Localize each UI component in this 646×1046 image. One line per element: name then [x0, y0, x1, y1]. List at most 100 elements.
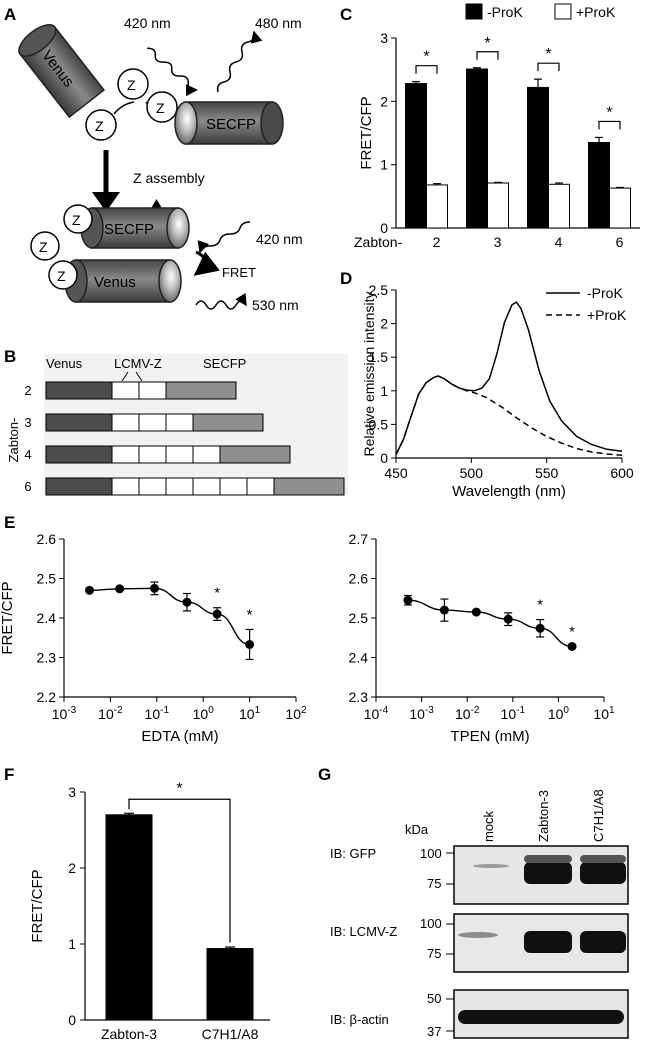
bar-plus-prok — [548, 183, 570, 229]
significance-bracket — [128, 798, 231, 943]
fit-curve — [407, 599, 573, 648]
significance-star: * — [606, 104, 612, 121]
bar-plus-prok — [426, 184, 448, 229]
lcmv-pointer — [121, 371, 129, 382]
x-tick-label: 102 — [285, 705, 307, 722]
lcmv-pointer — [135, 371, 143, 382]
y-tick-label: 2.4 — [349, 650, 369, 666]
bar-minus-prok — [527, 86, 549, 229]
lcmv-z-segment — [138, 445, 167, 464]
lcmv-z-segment — [246, 477, 275, 496]
x-tick-label: 10-2 — [455, 705, 480, 722]
data-point — [535, 623, 545, 633]
lcmv-z-segment — [165, 477, 194, 496]
fret-arrow — [193, 250, 220, 276]
blot-label: IB: LCMV-Z — [330, 924, 397, 939]
secfp-cylinder-cap — [174, 101, 198, 145]
secfp-segment — [273, 477, 345, 496]
x-tick-label: 100 — [193, 705, 215, 722]
blot-band — [524, 931, 572, 953]
lcmv-z-segment — [138, 381, 167, 400]
category-label: 2 — [433, 234, 441, 250]
panel-label-b: B — [4, 347, 16, 366]
secfp-segment — [192, 413, 264, 432]
excitation-wave-top — [147, 47, 198, 97]
legend-swatch-plus-prok — [554, 3, 572, 20]
data-point — [567, 641, 577, 651]
data-point — [403, 595, 413, 605]
y-tick-label: 3 — [380, 30, 388, 46]
venus-label-bottom: Venus — [94, 274, 136, 291]
z-domain — [48, 260, 78, 290]
secfp-cylinder-cap-bottom — [166, 207, 190, 249]
blot-band — [458, 1010, 624, 1024]
emission-fret-wave — [195, 292, 247, 310]
significance-star: * — [537, 597, 543, 614]
data-point — [149, 583, 159, 593]
x-tick-label: 600 — [610, 465, 634, 481]
significance-star: * — [423, 49, 429, 66]
y-tick-label: 2.6 — [37, 531, 57, 547]
significance-bracket — [476, 51, 499, 60]
y-tick-label: 2 — [68, 860, 76, 876]
lcmv-z-segment — [138, 413, 167, 432]
y-tick-label: 2.5 — [37, 571, 57, 587]
marker-label: 100 — [420, 846, 442, 861]
y-axis-label: Relative emission intensity — [361, 292, 377, 457]
category-label: Zabton-3 — [101, 1026, 157, 1042]
lcmv-z-segment — [192, 445, 221, 464]
blot-band — [580, 862, 626, 884]
data-point — [439, 605, 449, 615]
bar-minus-prok — [466, 68, 488, 229]
z-domain — [117, 68, 149, 100]
secfp-segment — [219, 445, 291, 464]
panel-b-axis-label: Zabton- — [6, 418, 21, 463]
linker-z-z — [113, 101, 135, 115]
spectrum-line-plus-prok — [395, 375, 623, 457]
lane-label: mock — [481, 810, 496, 842]
lane-label: Zabton-3 — [536, 790, 551, 842]
lcmv-z-segment — [111, 381, 140, 400]
z-label: Z — [57, 268, 66, 284]
x-axis-label: TPEN (mM) — [450, 728, 529, 745]
y-tick-label: 1 — [380, 383, 388, 399]
z-label: Z — [127, 77, 136, 93]
chart-e-edta: 2.2 2.3 2.4 2.5 2.6 10-3 10-2 10-1 100 101 102 EDTA… — [0, 531, 307, 745]
chart-e-tpen: 2.3 2.4 2.5 2.6 2.7 10-4 10-3 10-2 10-1 100 101 TPE… — [349, 531, 615, 745]
significance-star: * — [214, 585, 220, 602]
blot-band — [580, 931, 626, 953]
data-point — [503, 614, 513, 624]
panel-label-a: A — [4, 5, 16, 24]
lcmv-z-segment — [192, 477, 221, 496]
significance-star: * — [545, 46, 551, 63]
z-label: Z — [95, 118, 104, 134]
x-axis-label: EDTA (mM) — [141, 728, 218, 745]
venus-cylinder-cap — [18, 24, 57, 57]
x-tick-label: 10-3 — [409, 705, 434, 722]
bar-plus-prok — [609, 187, 631, 229]
panel-b-constructs: Venus LCMV-Z SECFP Zabton- 2 3 4 6 — [6, 354, 348, 496]
lcmv-z-segment — [165, 445, 194, 464]
blot-band — [580, 855, 626, 863]
panel-label-f: F — [4, 765, 14, 784]
chart-d-emission-spectra: 0 0.5 1 1.5 2 2.5 450 500 550 600 Wavelength (nm) R… — [361, 282, 634, 500]
assembly-arrow-head — [92, 192, 120, 212]
excitation-label-top: 420 nm — [124, 15, 171, 31]
category-label: 3 — [494, 234, 502, 250]
construct-number: 6 — [24, 479, 31, 494]
emission-cfp-label: 480 nm — [255, 15, 302, 31]
venus-segment — [45, 381, 113, 400]
spectrum-line-minus-prok — [395, 301, 623, 455]
data-point — [471, 607, 481, 617]
y-tick-label: 2.6 — [349, 571, 369, 587]
excitation-label-bottom: 420 nm — [256, 231, 303, 247]
panel-label-d: D — [340, 269, 352, 288]
kda-label: kDa — [405, 822, 429, 837]
lcmv-z-segment — [138, 477, 167, 496]
y-tick-label: 3 — [68, 784, 76, 800]
lcmv-z-segment — [111, 413, 140, 432]
significance-bracket — [537, 62, 560, 72]
bar — [206, 948, 254, 1021]
bar-plus-prok — [487, 182, 509, 229]
blot-band — [524, 855, 572, 863]
